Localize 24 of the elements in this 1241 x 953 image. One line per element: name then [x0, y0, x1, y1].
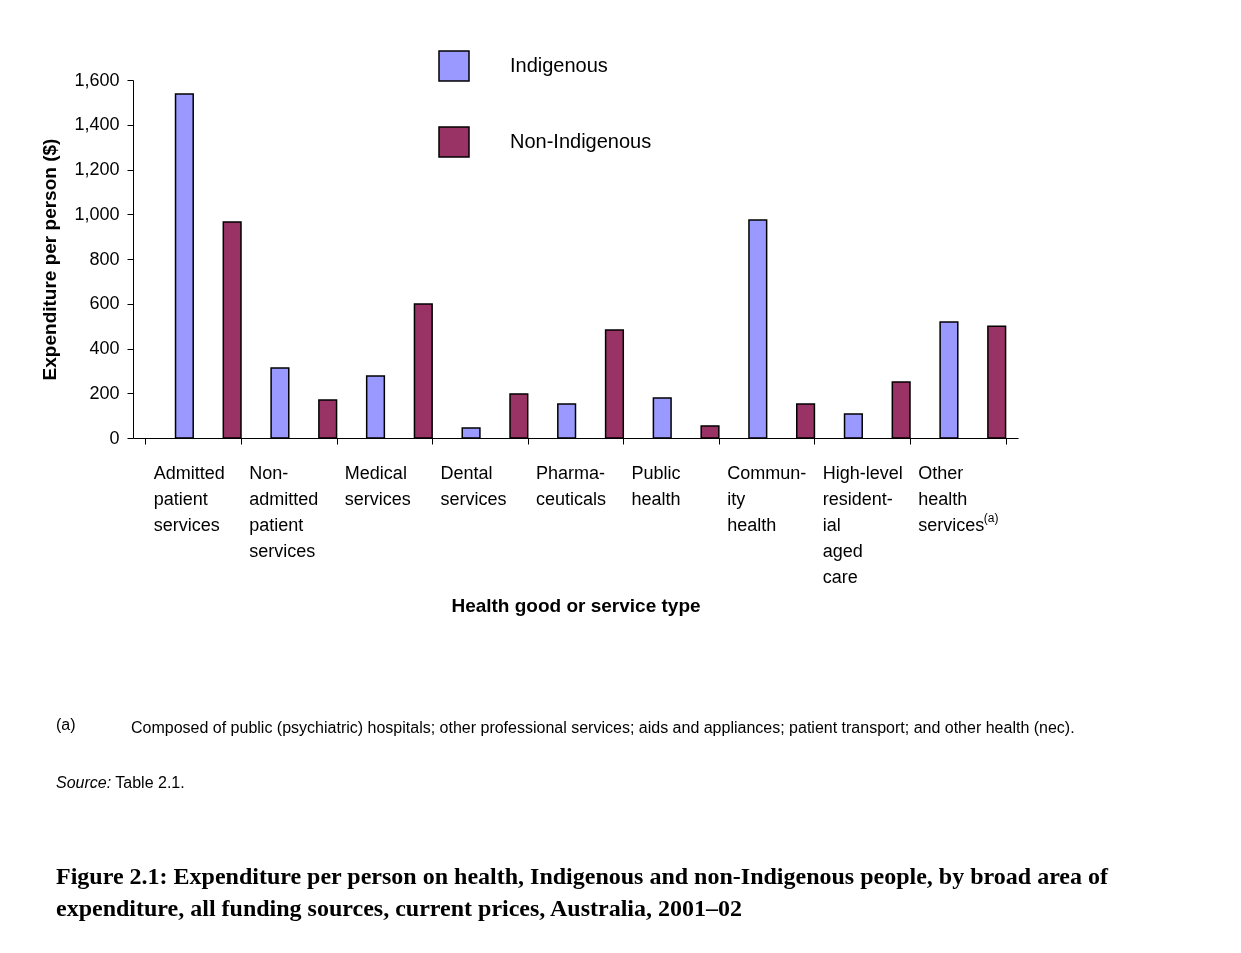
y-tick-label: 400 [89, 338, 120, 358]
y-tick-label: 1,600 [74, 69, 120, 90]
y-tick-label: 600 [89, 293, 120, 314]
text: (a) Composed of public (psychiatric) hospitals; other professional services; aids and appliances; patient transport; and other health (nec). [56, 716, 1075, 736]
x-tick-label: Admitted patient services [153, 462, 225, 535]
y-tick-label: 800 [89, 248, 120, 269]
source-note: Source: Table 2.1. [56, 774, 185, 792]
y-tick-label: 0 [109, 427, 120, 448]
x-axis-title: Health good or service type [451, 594, 701, 616]
text: Figure 2.1: Expenditure per person on health, Indigenous and non-Indigenous people, by broad area of expenditure, all funding sources, current prices, Australia, 2001–02 [56, 862, 1110, 923]
legend-label: Indigenous [510, 54, 608, 76]
x-tick-label: Dental services [440, 462, 507, 509]
y-tick-label: 1,000 [74, 203, 120, 224]
x-tick-label: Medical services [344, 462, 411, 509]
y-tick-label: 1,200 [74, 159, 120, 179]
y-tick-label: 1,400 [74, 114, 120, 135]
y-tick-label: 200 [89, 382, 120, 403]
y-axis-title: Expenditure per person ($) [39, 138, 61, 381]
x-tick-label: Non- admitted patient services [249, 462, 319, 561]
x-tick-label: Pharma- ceuticals [536, 462, 607, 509]
x-tick-label: Public health [631, 462, 681, 509]
legend-label: Non-Indigenous [510, 130, 652, 152]
x-tick-label: High-level resident- ial aged care [822, 462, 903, 587]
x-tick-label: Commun- ity health [727, 462, 807, 535]
